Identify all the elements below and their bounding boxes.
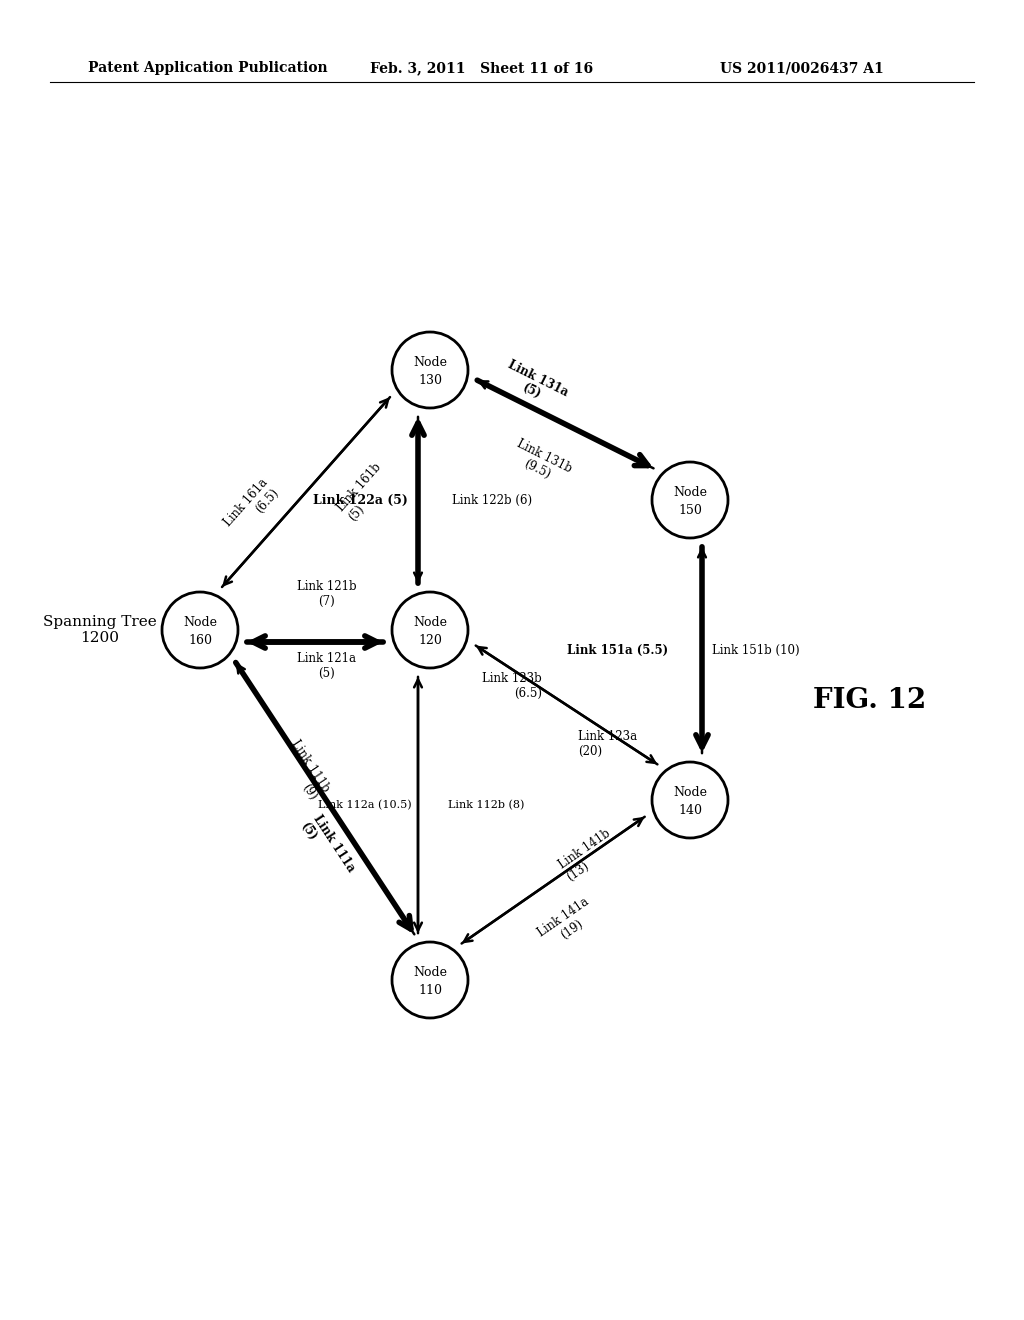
Text: Node: Node xyxy=(413,966,447,979)
Text: Link 131a
(5): Link 131a (5) xyxy=(500,358,570,412)
Circle shape xyxy=(652,462,728,539)
Text: Node: Node xyxy=(673,787,707,800)
Text: Link 111b
(9): Link 111b (9) xyxy=(275,738,332,803)
Text: Link 122a (5): Link 122a (5) xyxy=(313,494,408,507)
Text: Node: Node xyxy=(673,487,707,499)
Text: Link 112a (10.5): Link 112a (10.5) xyxy=(318,800,412,810)
Text: Link 122b (6): Link 122b (6) xyxy=(452,494,532,507)
Text: 120: 120 xyxy=(418,634,442,647)
Text: Link 123b
(6.5): Link 123b (6.5) xyxy=(482,672,542,700)
Text: Link 161a
(6.5): Link 161a (6.5) xyxy=(221,477,282,540)
Circle shape xyxy=(162,591,238,668)
Text: 130: 130 xyxy=(418,374,442,387)
Circle shape xyxy=(652,762,728,838)
Text: Link 141a
(19): Link 141a (19) xyxy=(536,895,600,952)
Text: Link 121b
(7): Link 121b (7) xyxy=(297,579,356,609)
Text: Link 151a (5.5): Link 151a (5.5) xyxy=(567,644,668,656)
Text: Node: Node xyxy=(183,616,217,630)
Text: Node: Node xyxy=(413,616,447,630)
Text: 160: 160 xyxy=(188,634,212,647)
Text: FIG. 12: FIG. 12 xyxy=(813,686,927,714)
Text: 140: 140 xyxy=(678,804,702,817)
Text: Patent Application Publication: Patent Application Publication xyxy=(88,61,328,75)
Text: Link 121a
(5): Link 121a (5) xyxy=(297,652,356,680)
Text: Link 131b
(9.5): Link 131b (9.5) xyxy=(508,437,573,488)
Circle shape xyxy=(392,333,468,408)
Text: 150: 150 xyxy=(678,503,701,516)
Text: Link 141b
(13): Link 141b (13) xyxy=(556,826,622,884)
Text: Link 151b (10): Link 151b (10) xyxy=(712,644,800,656)
Text: Feb. 3, 2011   Sheet 11 of 16: Feb. 3, 2011 Sheet 11 of 16 xyxy=(370,61,593,75)
Text: Link 112b (8): Link 112b (8) xyxy=(449,800,524,810)
Text: US 2011/0026437 A1: US 2011/0026437 A1 xyxy=(720,61,884,75)
Text: Spanning Tree
1200: Spanning Tree 1200 xyxy=(43,615,157,645)
Circle shape xyxy=(392,942,468,1018)
Text: 110: 110 xyxy=(418,983,442,997)
Text: Link 111a
(5): Link 111a (5) xyxy=(298,813,357,883)
Text: Node: Node xyxy=(413,356,447,370)
Text: Link 161b
(5): Link 161b (5) xyxy=(335,461,395,524)
Text: Link 123a
(20): Link 123a (20) xyxy=(578,730,637,758)
Circle shape xyxy=(392,591,468,668)
